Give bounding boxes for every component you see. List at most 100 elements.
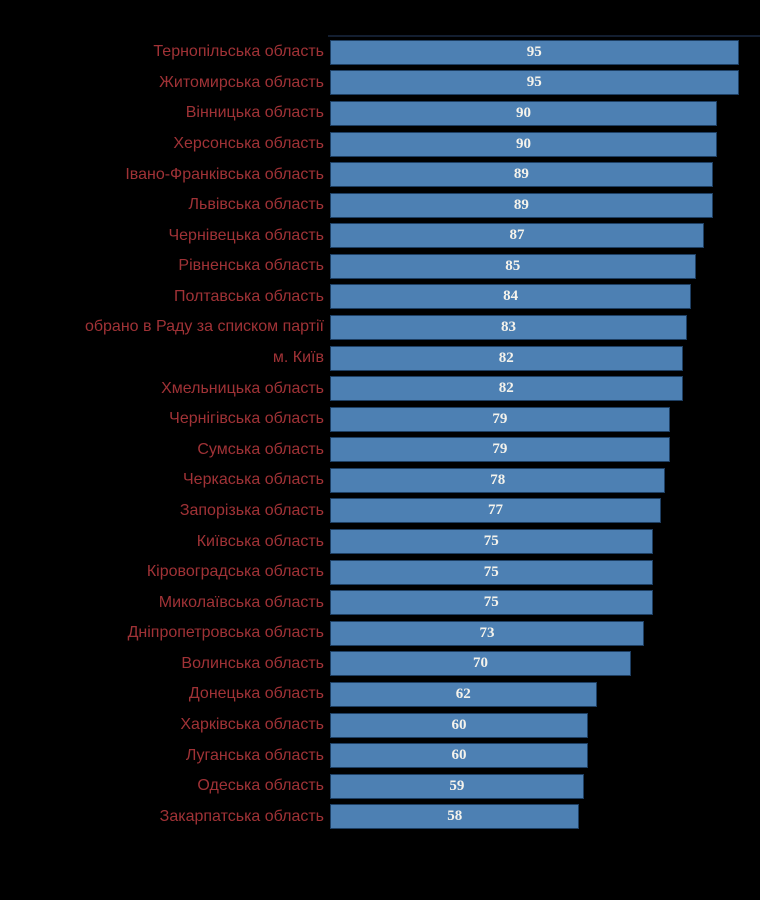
bar: 75: [330, 529, 653, 555]
bar: 75: [330, 559, 653, 585]
chart-row: Харківська область 60: [0, 710, 760, 741]
value-label: 78: [490, 471, 506, 488]
bar: 75: [330, 590, 653, 616]
chart-row: Тернопільська область 95: [0, 37, 760, 68]
bar-track: 78: [330, 467, 760, 493]
chart-row: Рівненська область 85: [0, 251, 760, 282]
category-label: Дніпропетровська область: [127, 624, 324, 642]
bar-track: 82: [330, 345, 760, 371]
value-label: 83: [500, 318, 516, 335]
bar: 60: [330, 743, 588, 769]
chart-row: Івано-Франківська область 89: [0, 159, 760, 190]
category-label: Сумська область: [197, 440, 324, 458]
chart-row: Хмельницька область 82: [0, 373, 760, 404]
bar: 79: [330, 437, 670, 463]
bar: 83: [330, 314, 687, 340]
value-label: 85: [505, 257, 521, 274]
bar-track: 95: [330, 39, 760, 65]
value-label: 75: [483, 533, 499, 550]
bar-track: 89: [330, 162, 760, 188]
value-label: 75: [483, 563, 499, 580]
chart-row: Запорізька область 77: [0, 496, 760, 527]
category-label: Київська область: [196, 532, 324, 550]
bar: 95: [330, 70, 739, 96]
bar: 59: [330, 773, 584, 799]
bar-track: 73: [330, 620, 760, 646]
bar: 89: [330, 192, 713, 218]
bar: 90: [330, 100, 717, 126]
category-label: Чернігівська область: [169, 410, 324, 428]
bar-track: 79: [330, 437, 760, 463]
bar: 95: [330, 39, 739, 65]
category-label: Одеська область: [197, 777, 324, 795]
bar-track: 90: [330, 131, 760, 157]
category-label: Тернопільська область: [153, 43, 324, 61]
value-label: 73: [479, 624, 495, 641]
category-label: Миколаївська область: [158, 593, 324, 611]
category-label: Хмельницька область: [161, 379, 324, 397]
chart-row: Донецька область 62: [0, 679, 760, 710]
chart-row: Чернігівська область 79: [0, 404, 760, 435]
bar-track: 58: [330, 804, 760, 830]
chart-row: Черкаська область 78: [0, 465, 760, 496]
bar-track: 62: [330, 681, 760, 707]
chart-row: Сумська область 79: [0, 435, 760, 466]
bar-track: 85: [330, 253, 760, 279]
bar: 79: [330, 406, 670, 432]
bar: 73: [330, 620, 644, 646]
value-label: 82: [498, 349, 514, 366]
chart-row: обрано в Раду за списком партії 83: [0, 312, 760, 343]
bar: 84: [330, 284, 692, 310]
value-label: 62: [455, 685, 471, 702]
bar: 77: [330, 498, 662, 524]
category-label: Івано-Франківська область: [125, 165, 324, 183]
bar: 82: [330, 345, 683, 371]
category-label: Львівська область: [188, 196, 324, 214]
value-label: 79: [492, 410, 508, 427]
bar: 90: [330, 131, 717, 157]
bar: 87: [330, 223, 705, 249]
bar: 62: [330, 681, 597, 707]
value-label: 82: [498, 380, 514, 397]
value-label: 84: [503, 288, 519, 305]
category-label: Кіровоградська область: [146, 563, 324, 581]
value-label: 89: [513, 166, 529, 183]
value-label: 89: [513, 196, 529, 213]
category-label: м. Київ: [272, 349, 324, 367]
bar-track: 75: [330, 590, 760, 616]
chart-row: Закарпатська область 58: [0, 801, 760, 832]
chart-row: Херсонська область 90: [0, 129, 760, 160]
category-label: Житомирська область: [159, 73, 324, 91]
chart-row: Чернівецька область 87: [0, 220, 760, 251]
chart-row: Волинська область 70: [0, 649, 760, 680]
bar-track: 79: [330, 406, 760, 432]
category-label: Рівненська область: [178, 257, 324, 275]
value-label: 58: [447, 808, 463, 825]
chart-row: Одеська область 59: [0, 771, 760, 802]
value-label: 59: [449, 777, 465, 794]
bar: 60: [330, 712, 588, 738]
bar-track: 75: [330, 559, 760, 585]
bar-track: 77: [330, 498, 760, 524]
bar: 85: [330, 253, 696, 279]
category-label: обрано в Раду за списком партії: [84, 318, 324, 336]
category-label: Закарпатська область: [159, 807, 324, 825]
bar: 82: [330, 376, 683, 402]
chart-row: м. Київ 82: [0, 343, 760, 374]
value-label: 60: [451, 747, 467, 764]
category-label: Луганська область: [185, 746, 324, 764]
bar-track: 89: [330, 192, 760, 218]
plot-area-top-border: [328, 35, 760, 37]
value-label: 75: [483, 594, 499, 611]
chart-row: Вінницька область 90: [0, 98, 760, 129]
category-label: Запорізька область: [179, 501, 324, 519]
category-label: Харківська область: [180, 716, 324, 733]
category-label: Донецька область: [188, 685, 324, 703]
bar-track: 60: [330, 712, 760, 738]
bar-track: 75: [330, 529, 760, 555]
chart-row: Львівська область 89: [0, 190, 760, 221]
bar: 58: [330, 804, 580, 830]
bar-track: 83: [330, 314, 760, 340]
bar-track: 90: [330, 100, 760, 126]
